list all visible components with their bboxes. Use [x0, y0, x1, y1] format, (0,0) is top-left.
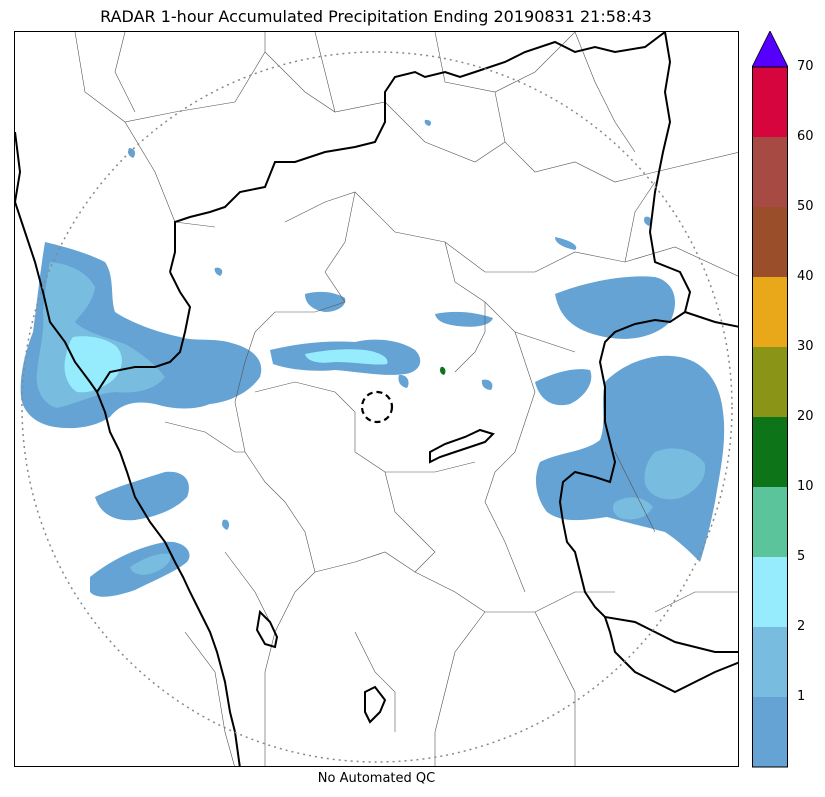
radar-map[interactable]	[14, 31, 739, 767]
colorbar-swatch	[752, 487, 788, 557]
colorbar-labels: 1 2 5 10 20 30 40 50 60 70	[790, 31, 825, 769]
north-eastern-border	[558, 32, 738, 653]
precip-scattered-3	[398, 374, 409, 388]
precip-central-north-2	[435, 311, 493, 327]
colorbar-swatch	[752, 697, 788, 767]
colorbar-swatch	[752, 137, 788, 207]
precip-southwest-1	[95, 471, 189, 521]
map-title: RADAR 1-hour Accumulated Precipitation E…	[100, 7, 652, 26]
colorbar-swatch	[752, 67, 788, 137]
colorbar-tick-label: 1	[797, 689, 806, 704]
colorbar-tick-label: 50	[797, 199, 814, 214]
colorbar-frame	[752, 66, 788, 768]
radar-site-marker	[360, 390, 394, 424]
precip-southwest-3	[130, 553, 171, 575]
precip-east-north	[555, 276, 675, 339]
district-boundaries	[74, 32, 738, 766]
precip-scattered-2	[481, 379, 493, 390]
precip-east-south-moderate	[644, 448, 706, 500]
precip-scattered-8	[214, 267, 223, 276]
south-enclave-border	[364, 685, 387, 724]
southwest-enclave-border	[255, 609, 279, 649]
eastern-enclave-border	[429, 428, 495, 464]
precip-east-south-moderate-2	[612, 497, 653, 520]
northern-state-border	[169, 32, 666, 273]
colorbar-swatch	[752, 417, 788, 487]
precip-scattered-1	[555, 237, 577, 250]
colorbar-swatch	[752, 347, 788, 417]
precip-west-coast-heavy	[64, 336, 122, 393]
qc-note: No Automated QC	[317, 771, 436, 786]
map-canvas	[15, 32, 738, 766]
precip-heavy-cell	[440, 366, 446, 375]
precip-central-band-light	[305, 349, 388, 365]
colorbar-tick-label: 30	[797, 339, 814, 354]
colorbar-swatch	[752, 557, 788, 627]
colorbar-swatch	[752, 277, 788, 347]
precip-east-south	[535, 355, 725, 562]
colorbar-tick-label: 10	[797, 479, 814, 494]
colorbar-tick-label: 5	[797, 549, 806, 564]
south-east-border	[604, 616, 738, 694]
precip-east-central	[535, 369, 592, 406]
colorbar-top-label: 70	[797, 59, 814, 74]
colorbar-tick-label: 20	[797, 409, 814, 424]
precip-scattered-4	[128, 148, 136, 158]
colorbar-swatch	[752, 207, 788, 277]
precipitation-layer	[20, 119, 725, 597]
precip-scattered-6	[424, 119, 432, 126]
precip-central-north	[305, 291, 346, 312]
colorbar-tick-label: 2	[797, 619, 806, 634]
colorbar-swatch	[752, 627, 788, 697]
colorbar-tick-label: 60	[797, 129, 814, 144]
precip-scattered-5	[644, 216, 652, 226]
colorbar-tick-label: 40	[797, 269, 814, 284]
precipitation-colorbar	[752, 31, 788, 768]
state-borders	[15, 32, 738, 766]
east-side-border	[684, 311, 738, 328]
western-state-border	[96, 271, 192, 393]
colorbar-extend-arrow	[752, 31, 788, 68]
radar-range-ring	[21, 51, 733, 763]
western-coastline	[15, 131, 241, 766]
precip-scattered-7	[222, 519, 230, 530]
